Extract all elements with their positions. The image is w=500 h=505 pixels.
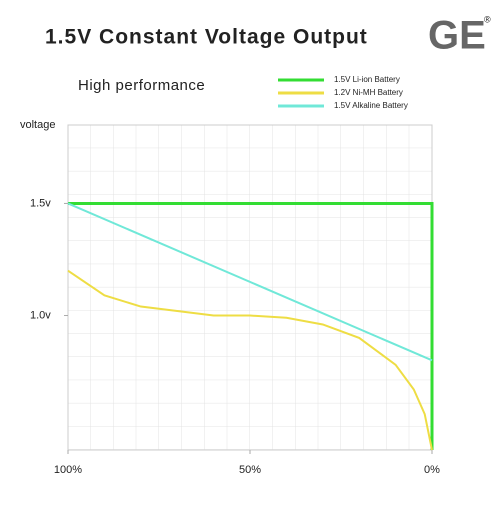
series-line [67,202,433,362]
y-tick-label: 1.0v [30,309,51,321]
series-line [68,201,434,450]
legend-label: 1.5V Li-ion Battery [334,75,400,84]
series-line [67,269,433,451]
x-tick-label: 0% [424,464,440,476]
y-tick-label: 1.5v [30,197,51,209]
brand-logo: GE [428,14,486,58]
x-tick-label: 50% [239,464,261,476]
brand-mark: ® [484,14,491,24]
y-axis-label: voltage [20,119,55,131]
x-tick-label: 100% [54,464,82,476]
chart-subtitle: High performance [78,77,205,94]
plot-area [67,124,433,451]
chart-title: 1.5V Constant Voltage Output [45,26,368,49]
legend-label: 1.2V Ni-MH Battery [334,88,403,97]
legend-label: 1.5V Alkaline Battery [334,101,408,110]
